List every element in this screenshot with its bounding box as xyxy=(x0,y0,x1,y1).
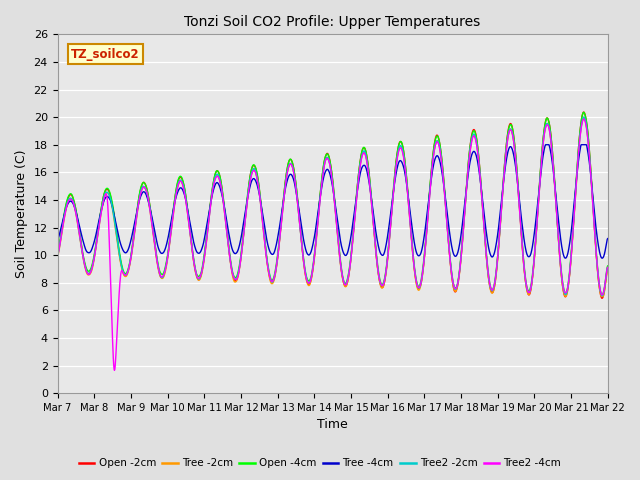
Y-axis label: Soil Temperature (C): Soil Temperature (C) xyxy=(15,149,28,278)
Text: TZ_soilco2: TZ_soilco2 xyxy=(71,48,140,60)
Legend: Open -2cm, Tree -2cm, Open -4cm, Tree -4cm, Tree2 -2cm, Tree2 -4cm: Open -2cm, Tree -2cm, Open -4cm, Tree -4… xyxy=(75,454,565,472)
X-axis label: Time: Time xyxy=(317,419,348,432)
Title: Tonzi Soil CO2 Profile: Upper Temperatures: Tonzi Soil CO2 Profile: Upper Temperatur… xyxy=(184,15,481,29)
